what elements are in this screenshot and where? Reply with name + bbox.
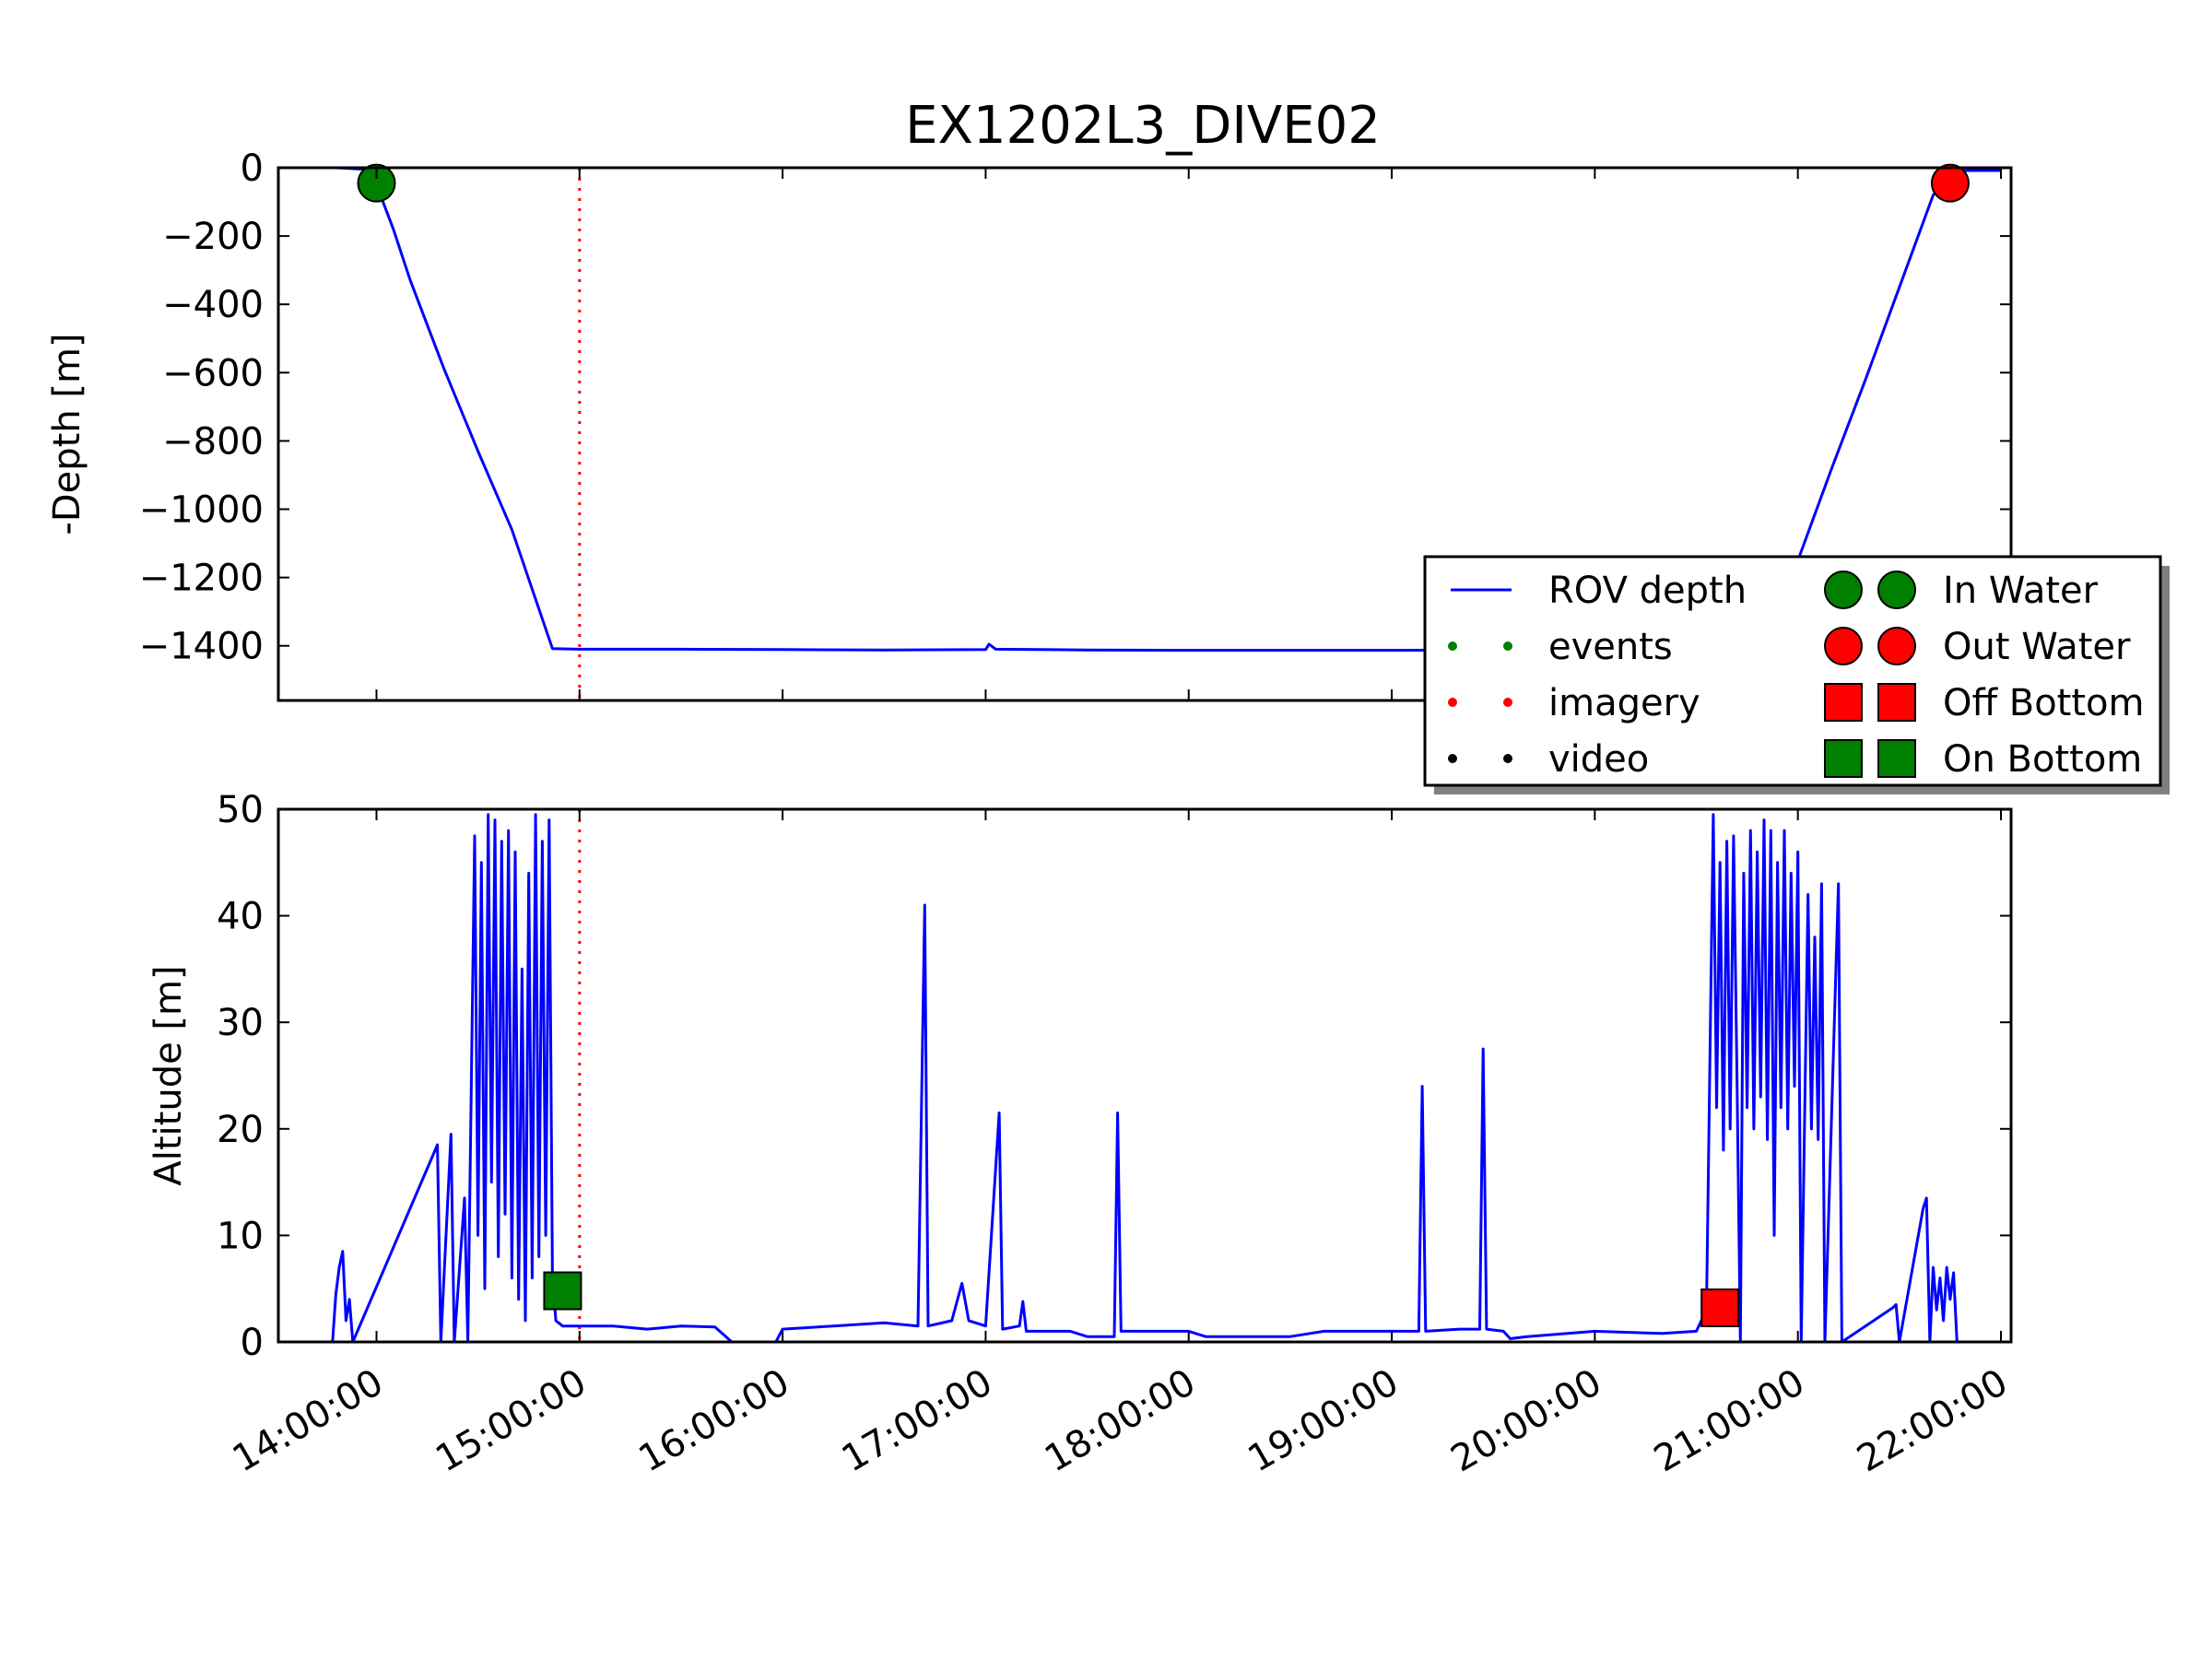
legend-events-swatch (1503, 641, 1512, 651)
depth-subplot: 0 −200 −400 −600 −800 −1000 −1200 −1400 -Depth [… (46, 147, 2013, 702)
chart-title: EX1202L3_DIVE02 (905, 96, 1381, 156)
out-water-marker (1930, 163, 1970, 203)
legend-off-bottom-swatch (1877, 683, 1916, 722)
on-bottom-marker (543, 1271, 582, 1311)
legend-on-bottom-swatch (1824, 739, 1863, 778)
legend: ROV depth events imagery video In Water Out W… (1423, 555, 2170, 794)
legend-box (1423, 555, 2162, 787)
legend-in-water-swatch (1877, 571, 1916, 609)
depth-plot-frame (276, 166, 2013, 702)
legend-on-bottom-label: On Bottom (1943, 738, 2142, 781)
legend-events-label: events (1548, 626, 1673, 668)
altitude-subplot: 0 10 20 30 40 50 Altitude [m] (147, 789, 2013, 1364)
altitude-y-axis-label: Altitude [m] (147, 965, 190, 1185)
y-tick-label: −600 (162, 352, 264, 394)
in-water-marker (357, 163, 396, 203)
y-tick-label: 0 (241, 1322, 264, 1364)
y-tick-label: −400 (162, 284, 264, 326)
off-bottom-marker (1700, 1288, 1740, 1328)
y-tick-label: −800 (162, 420, 264, 463)
altitude-plot-frame (276, 807, 2013, 1344)
legend-rov-depth-label: ROV depth (1548, 570, 1747, 612)
legend-on-bottom-swatch (1877, 739, 1916, 778)
depth-series-line (335, 168, 2001, 652)
legend-imagery-swatch (1503, 698, 1512, 707)
legend-out-water-label: Out Water (1943, 626, 2131, 668)
legend-in-water-swatch (1824, 571, 1863, 609)
y-tick-label: −1000 (139, 489, 264, 532)
y-tick-label: 50 (217, 789, 264, 831)
legend-video-label: video (1548, 738, 1649, 781)
y-tick-label: 40 (217, 896, 264, 938)
legend-out-water-swatch (1877, 627, 1916, 665)
legend-video-swatch (1503, 754, 1512, 763)
y-tick-label: −1400 (139, 626, 264, 668)
legend-video-swatch (1448, 754, 1457, 763)
y-tick-label: 20 (217, 1109, 264, 1151)
altitude-series-line (331, 813, 1959, 1342)
legend-in-water-label: In Water (1943, 570, 2099, 612)
legend-off-bottom-label: Off Bottom (1943, 682, 2144, 724)
y-tick-label: −200 (162, 216, 264, 258)
legend-imagery-label: imagery (1548, 682, 1700, 724)
legend-off-bottom-swatch (1824, 683, 1863, 722)
y-tick-label: −1200 (139, 558, 264, 600)
legend-imagery-swatch (1448, 698, 1457, 707)
y-tick-label: 0 (241, 147, 264, 190)
legend-events-swatch (1448, 641, 1457, 651)
legend-out-water-swatch (1824, 627, 1863, 665)
depth-y-axis-label: -Depth [m] (46, 333, 88, 535)
y-tick-label: 10 (217, 1215, 264, 1257)
y-tick-label: 30 (217, 1002, 264, 1044)
